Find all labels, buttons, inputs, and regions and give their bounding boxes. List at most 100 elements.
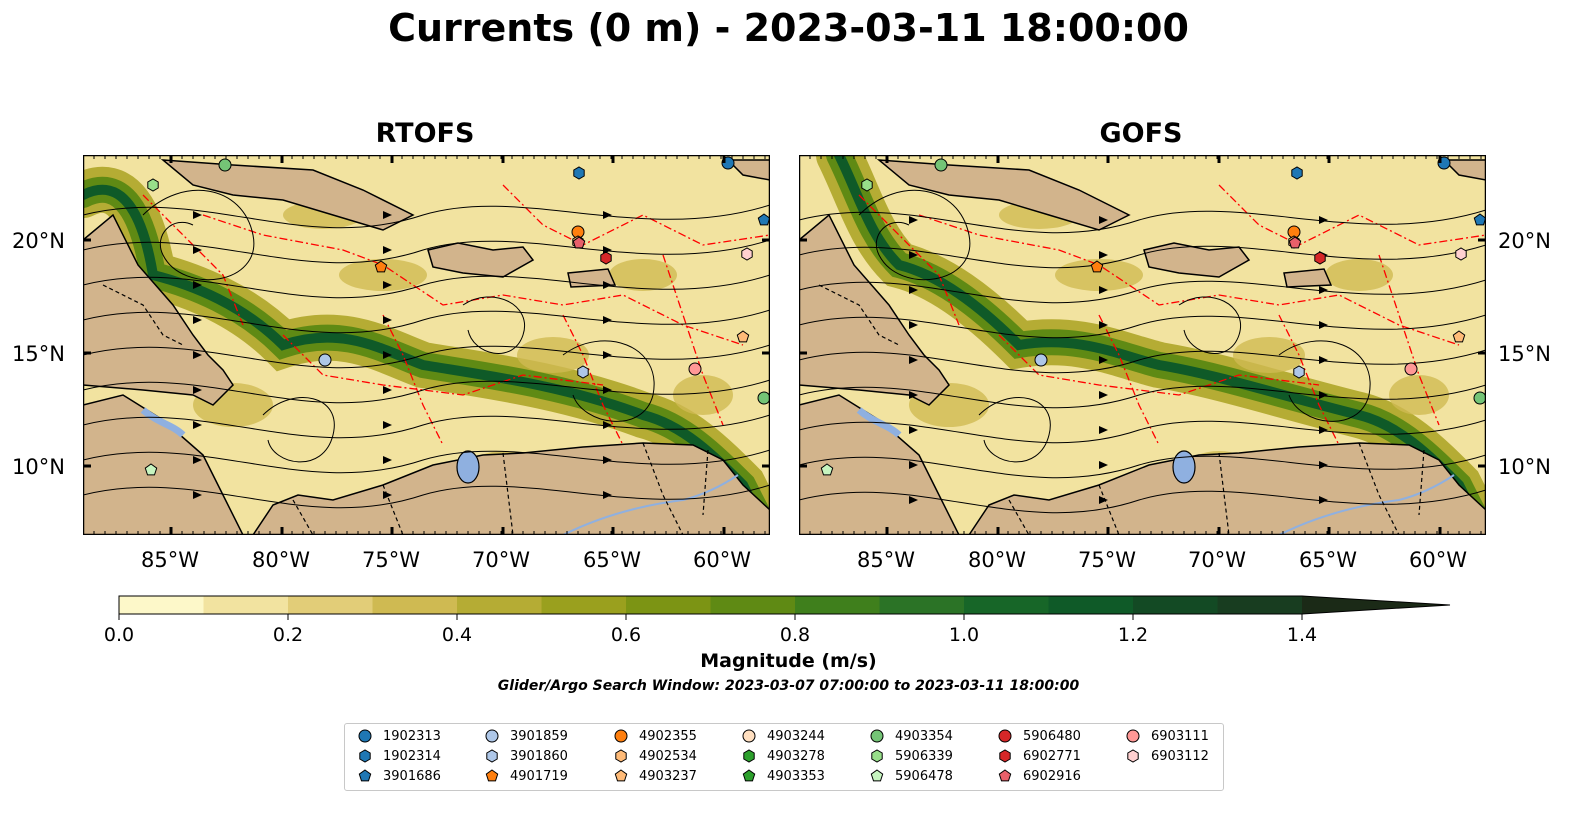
streamline-arrow [603,316,612,324]
colorbar-tick-label: 0.8 [779,624,811,646]
lon-label: 85°W [141,548,199,572]
colorbar-segment [288,596,373,614]
legend-item: 6902771 [997,747,1081,765]
land-mass [427,242,535,278]
eez-boundary [1218,184,1487,246]
lake-maracaibo [1172,450,1196,484]
streamline-arrow [193,421,202,429]
map-frame [798,154,1487,536]
streamline [82,309,771,334]
hexagon-icon [359,749,371,763]
legend-marker-icon [358,769,372,782]
streamline [142,189,255,281]
colorbar-tick-label: 0.0 [103,624,135,646]
legend-marker-icon [743,749,755,763]
legend-label: 1902313 [383,728,441,744]
lon-label: 65°W [583,548,641,572]
float-marker-pentagon-icon [736,330,750,343]
streamline [262,397,335,463]
legend-item: 4903278 [741,747,825,765]
legend-label: 4902534 [639,748,697,764]
colorbar-segment [626,596,711,614]
streamline-arrow [603,281,612,289]
streamline-arrow [603,351,612,359]
legend-item: 4903354 [869,727,953,745]
streamline-arrow [909,356,918,364]
legend-marker-icon [358,729,372,743]
river-orinoco [562,474,739,536]
legend-item: 6902916 [997,767,1081,785]
streamline-arrow [1319,286,1328,294]
streamline-arrow [1099,391,1108,399]
streamline-arrow [909,461,918,469]
legend-marker-icon [486,749,498,763]
lat-label: 10°N [1498,455,1551,479]
colorbar-tick-label: 0.6 [610,624,642,646]
colorbar-tick-label: 0.4 [441,624,473,646]
rtofs-map-canvas [60,154,793,558]
streamline-arrow [1319,391,1328,399]
streamline-arrow [1099,496,1108,504]
streamline [82,379,771,404]
legend-item: 4903353 [741,767,825,785]
country-border [1418,449,1425,516]
moderate-current-patch [1389,375,1449,415]
pentagon-icon [870,769,884,782]
colorbar-tick-label: 1.0 [948,624,980,646]
streamline [82,484,771,509]
streamline [562,340,655,422]
streamline-arrow [383,421,392,429]
float-marker-pentagon-icon [144,463,158,476]
legend-marker-icon [485,769,499,782]
streamline-arrow [1099,461,1108,469]
streamline-arrow [1319,426,1328,434]
float-marker-hexagon-icon [577,365,589,379]
land-mass [160,159,415,231]
colorbar-tick-label: 0.2 [272,624,304,646]
colorbar-segment [795,596,880,614]
legend-label: 4902355 [639,728,697,744]
gofs-map[interactable] [798,132,1509,558]
country-border [642,442,684,536]
float-legend: 1902313 1902314 3901686 3901859 3901860 … [344,723,1224,791]
float-marker-circle-icon [318,353,332,367]
search-window-note: Glider/Argo Search Window: 2023-03-07 07… [497,678,1080,694]
eez-boundary [1278,314,1340,446]
colorbar-segment [119,596,204,614]
legend-marker-icon [614,729,628,743]
hexagon-icon [999,749,1011,763]
lon-label: 85°W [857,548,915,572]
streamline-arrow [1319,356,1328,364]
rtofs-map[interactable] [60,154,793,558]
legend-label: 5906480 [1023,728,1081,744]
circle-icon [358,729,372,743]
streamline [798,279,1487,304]
legend-item: 1902313 [357,727,441,745]
streamline [798,489,1487,514]
panel-title-gofs: GOFS [1099,118,1183,149]
panel-title-rtofs: RTOFS [375,118,475,149]
legend-item: 4902355 [613,727,697,745]
float-marker-hexagon-icon [861,178,873,192]
streamline [1278,340,1371,422]
streamline-arrow [193,491,202,499]
eez-boundary [1098,314,1160,446]
land-mass [1283,268,1333,288]
eez-boundary [998,334,1320,396]
circle-icon [485,729,499,743]
legend-marker-icon [1127,749,1139,763]
float-marker-circle-icon [757,391,771,405]
colorbar-title: Magnitude (m/s) [700,650,877,672]
legend-marker-icon [998,769,1012,782]
legend-item: 5906339 [869,747,953,765]
legend-marker-icon [615,749,627,763]
float-marker-hexagon-icon [573,166,585,180]
float-marker-pentagon-icon [1452,330,1466,343]
legend-item: 6903111 [1125,727,1209,745]
legend-label: 6902771 [1023,748,1081,764]
streamline-arrow [1319,461,1328,469]
float-marker-circle-icon [688,362,702,376]
colorbar-segment [203,596,289,614]
hexagon-icon [743,749,755,763]
legend-label: 3901859 [510,728,568,744]
